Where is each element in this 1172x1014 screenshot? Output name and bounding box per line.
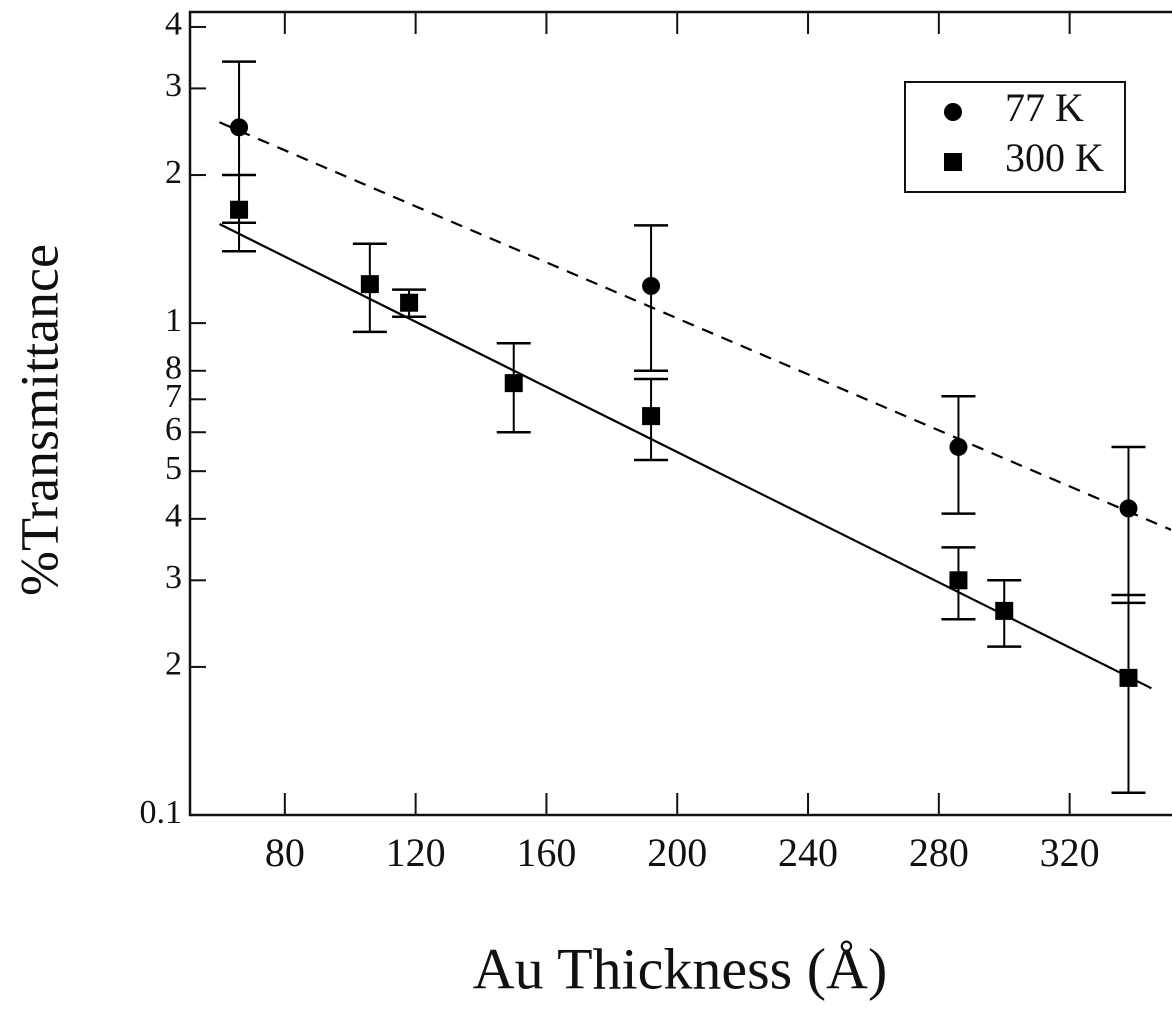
x-tick-label: 320 bbox=[1040, 830, 1100, 875]
x-tick-label: 240 bbox=[778, 830, 838, 875]
x-tick-label: 160 bbox=[516, 830, 576, 875]
y-tick-label: 5 bbox=[165, 450, 182, 487]
y-tick-label: 3 bbox=[165, 559, 182, 596]
y-tick-label: 3 bbox=[165, 67, 182, 104]
plot-frame bbox=[188, 10, 1172, 817]
point bbox=[949, 571, 968, 590]
y-tick-label: 4 bbox=[165, 498, 182, 535]
point bbox=[230, 118, 249, 137]
point bbox=[504, 374, 523, 393]
legend-marker bbox=[944, 153, 962, 171]
legend-label: 300 K bbox=[1005, 135, 1104, 180]
point bbox=[949, 437, 968, 456]
point bbox=[400, 293, 419, 312]
point bbox=[1119, 499, 1138, 518]
x-tick-label: 120 bbox=[386, 830, 446, 875]
x-tick-label: 80 bbox=[265, 830, 305, 875]
fit-line bbox=[218, 121, 1172, 531]
legend-marker bbox=[944, 103, 962, 121]
y-tick-label: 6 bbox=[165, 411, 182, 448]
x-axis-label: Au Thickness (Å) bbox=[473, 936, 888, 1001]
point bbox=[642, 276, 661, 295]
point bbox=[1119, 668, 1138, 687]
y-tick-label: 4 bbox=[165, 6, 182, 43]
point bbox=[230, 200, 249, 219]
y-tick-label: 8 bbox=[165, 350, 182, 387]
y-tick-label: 0.1 bbox=[140, 794, 183, 831]
point bbox=[642, 407, 661, 426]
y-tick-label: 2 bbox=[165, 154, 182, 191]
x-tick-label: 280 bbox=[909, 830, 969, 875]
x-tick-label: 200 bbox=[647, 830, 707, 875]
legend-label: 77 K bbox=[1005, 85, 1084, 130]
y-tick-label: 2 bbox=[165, 646, 182, 683]
y-axis-label: %Transmittance bbox=[9, 244, 69, 596]
legend-box bbox=[904, 81, 1126, 193]
point bbox=[995, 601, 1014, 620]
y-tick-label: 7 bbox=[165, 378, 182, 415]
y-tick-label: 1 bbox=[165, 302, 182, 339]
point bbox=[360, 275, 379, 294]
